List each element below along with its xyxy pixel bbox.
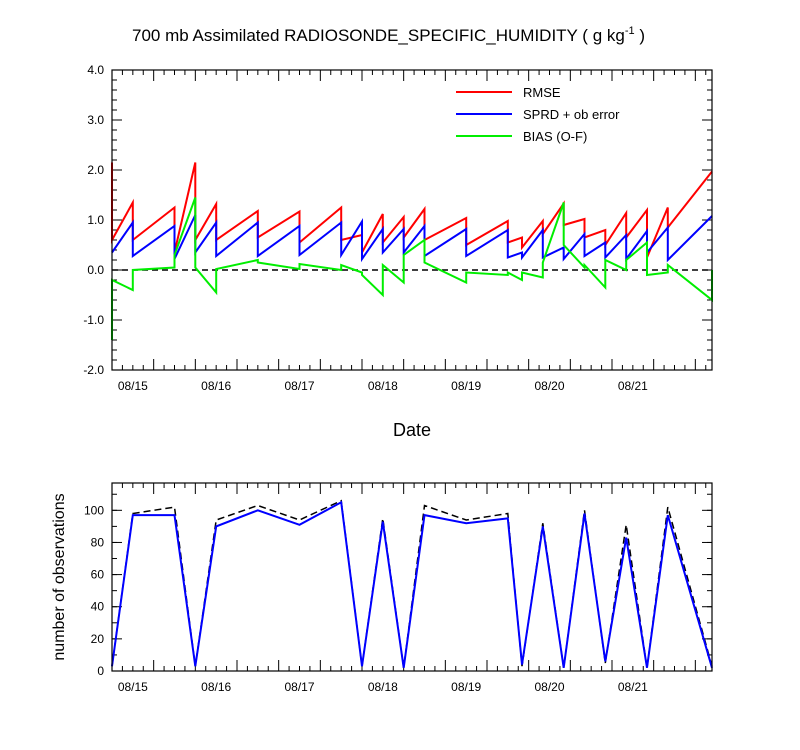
y-tick-label: 4.0 xyxy=(87,63,104,77)
x-tick-label: 08/16 xyxy=(201,379,231,393)
legend-label: BIAS (O-F) xyxy=(523,129,587,144)
plot-frame xyxy=(111,69,713,371)
x-tick-label: 08/17 xyxy=(284,379,314,393)
y-tick-label: 3.0 xyxy=(87,113,104,127)
y-tick-label: 100 xyxy=(84,503,104,517)
x-tick-label: 08/16 xyxy=(201,680,231,694)
y-tick-label: 80 xyxy=(91,535,105,549)
series-line-bias-o-f xyxy=(111,197,713,340)
x-tick-label: 08/15 xyxy=(118,680,148,694)
y-tick-label: 20 xyxy=(91,632,105,646)
y-tick-label: -2.0 xyxy=(83,363,104,377)
y-tick-label: -1.0 xyxy=(83,313,104,327)
x-tick-label: 08/21 xyxy=(618,379,648,393)
plot-frame xyxy=(111,482,713,672)
x-tick-label: 08/17 xyxy=(284,680,314,694)
y-axis-label: number of observations xyxy=(51,493,68,660)
x-tick-label: 08/20 xyxy=(534,680,564,694)
y-tick-label: 1.0 xyxy=(87,213,104,227)
y-tick-label: 40 xyxy=(91,600,105,614)
series-line-series-0 xyxy=(111,499,713,668)
legend-label: RMSE xyxy=(523,85,561,100)
legend-label: SPRD + ob error xyxy=(523,107,620,122)
x-tick-label: 08/19 xyxy=(451,680,481,694)
series-line-sprd-ob-error xyxy=(111,214,713,263)
series-line-series-1 xyxy=(111,500,713,669)
x-tick-label: 08/21 xyxy=(618,680,648,694)
x-tick-label: 08/18 xyxy=(368,379,398,393)
y-tick-label: 2.0 xyxy=(87,163,104,177)
y-tick-label: 0.0 xyxy=(87,263,104,277)
bottom-chart: 0 20 40 60 80 100 08/15 08/16 08/17 08/18 08/19 08/… xyxy=(51,482,713,694)
top-chart: -2.0 -1.0 0.0 1.0 2.0 3.0 4.0 08/15 08/16 08/17 08… xyxy=(83,63,713,440)
x-tick-label: 08/15 xyxy=(118,379,148,393)
chart-title: 700 mb Assimilated RADIOSONDE_SPECIFIC_H… xyxy=(132,25,645,45)
x-tick-label: 08/20 xyxy=(534,379,564,393)
series-line-rmse xyxy=(111,162,713,258)
y-tick-label: 0 xyxy=(97,664,104,678)
y-tick-label: 60 xyxy=(91,568,105,582)
x-tick-label: 08/19 xyxy=(451,379,481,393)
x-axis-label: Date xyxy=(393,420,431,440)
x-tick-label: 08/18 xyxy=(368,680,398,694)
